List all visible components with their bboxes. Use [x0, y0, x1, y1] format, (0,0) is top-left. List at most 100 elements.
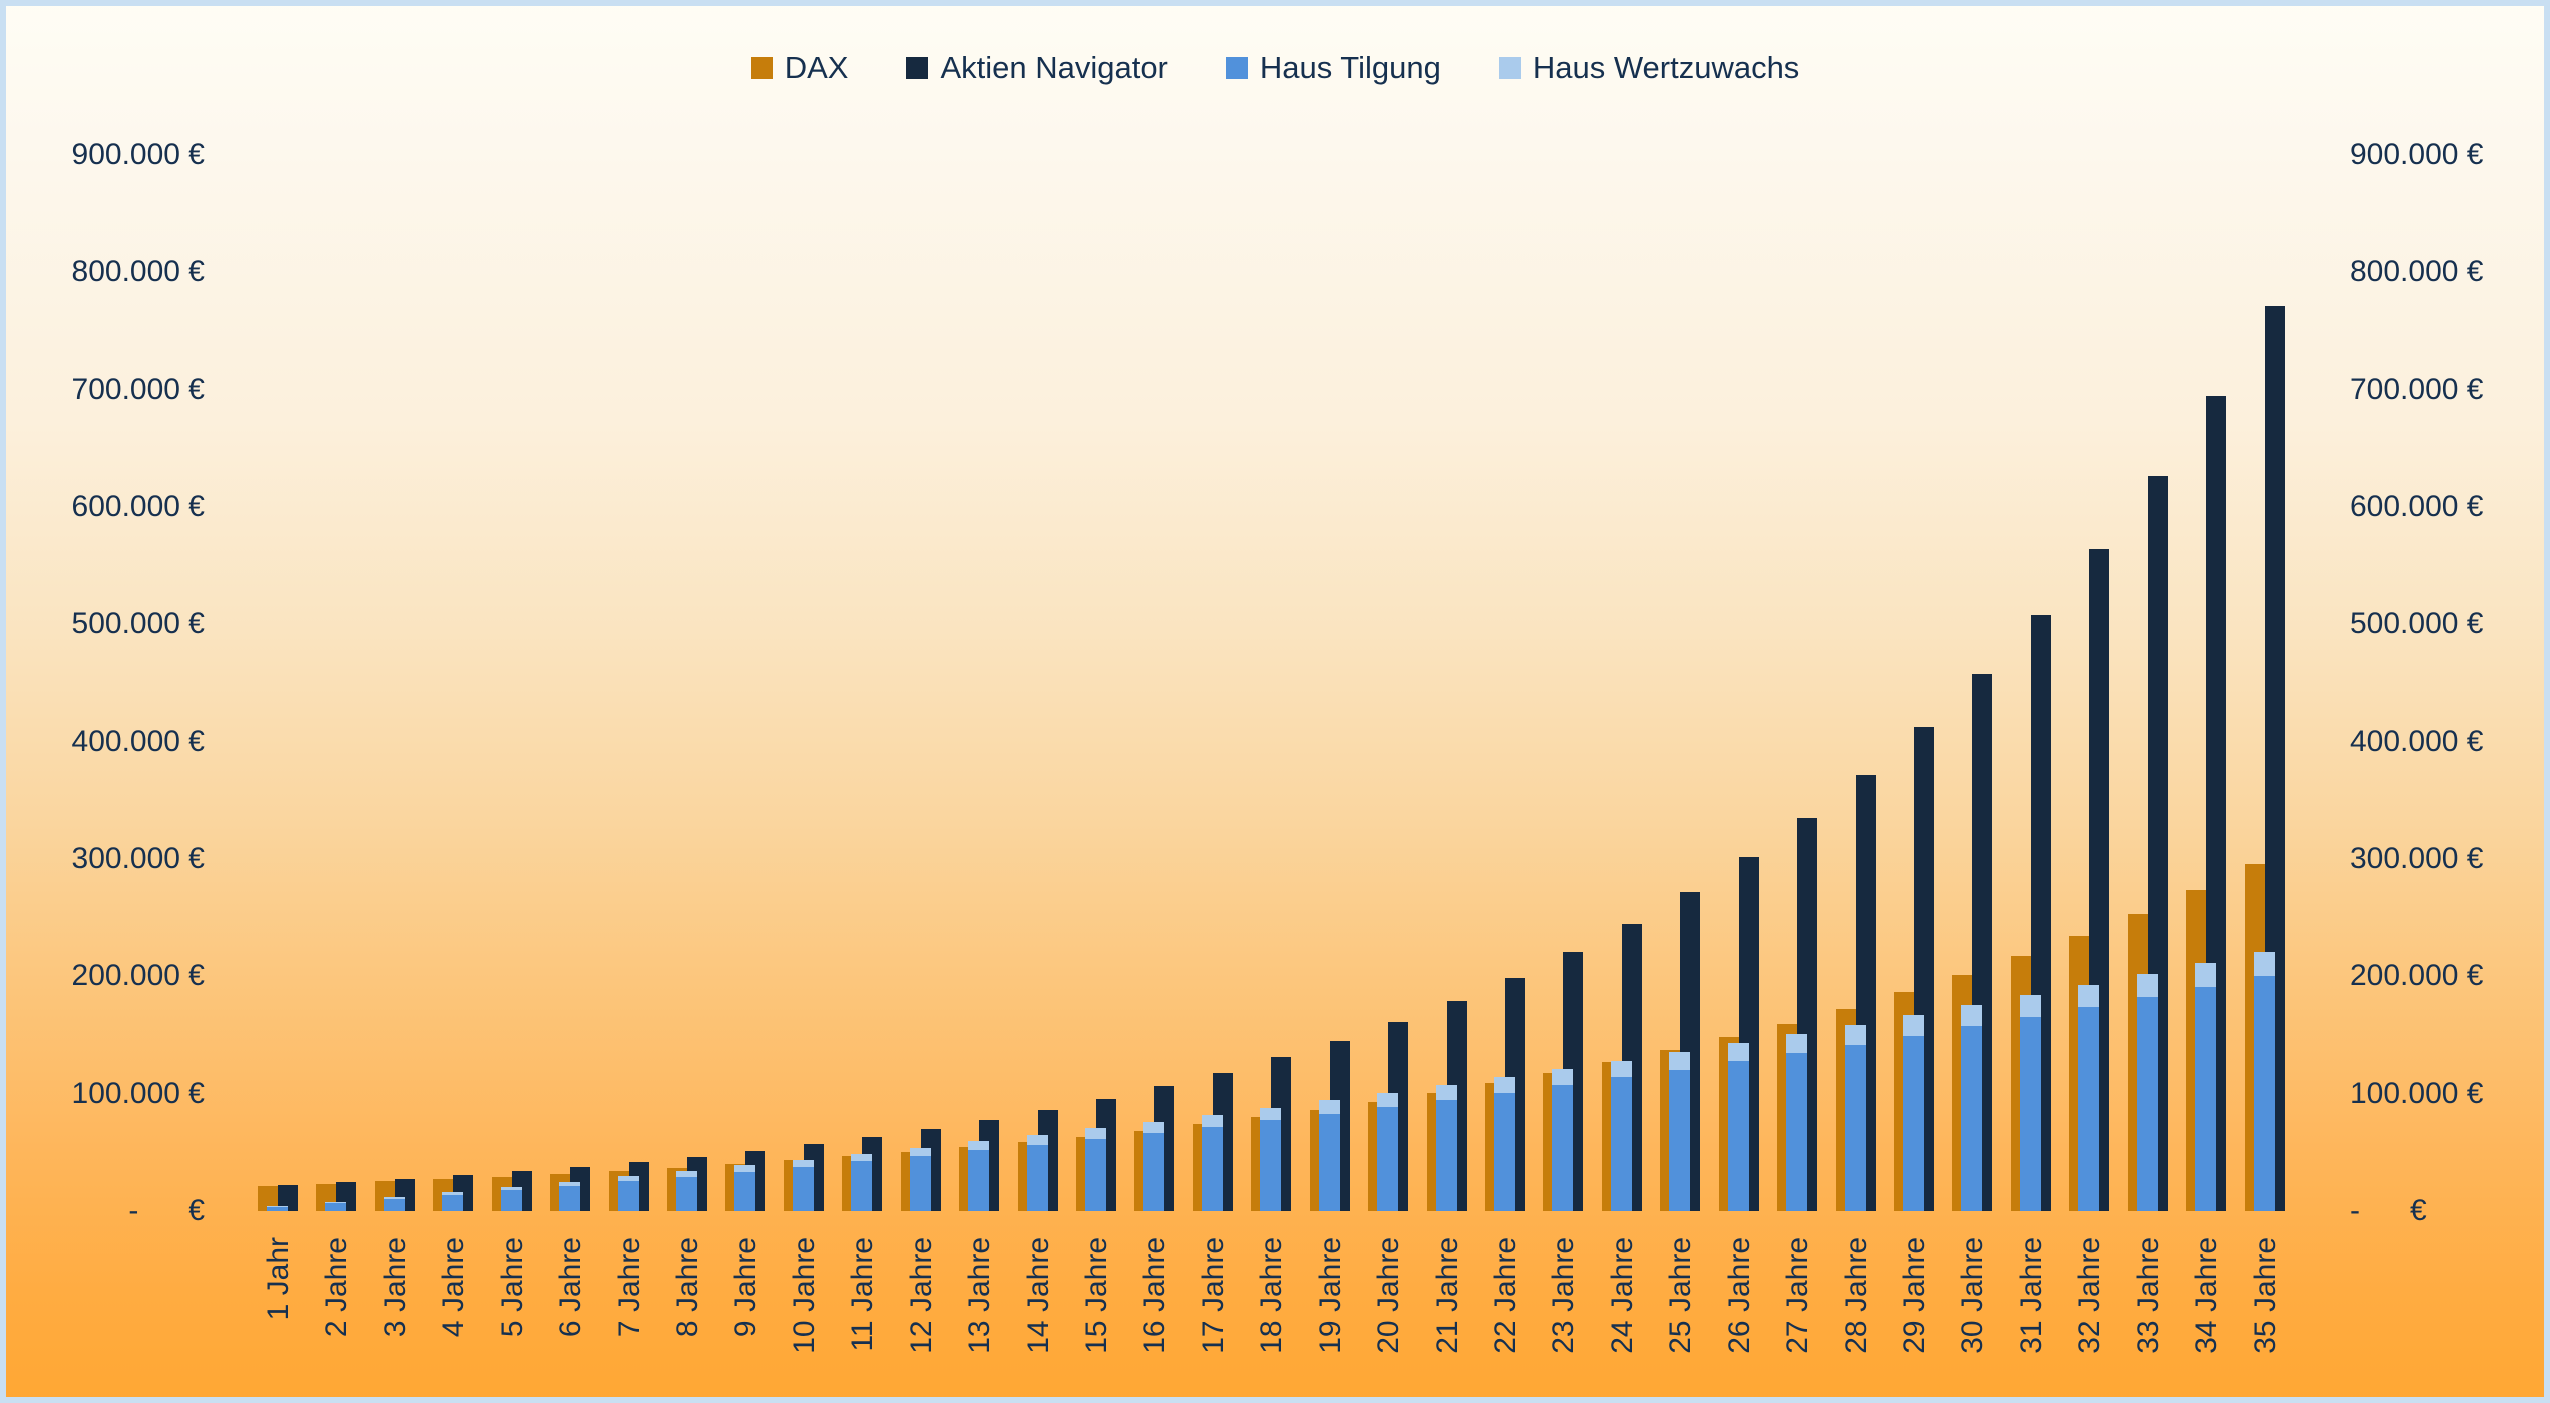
y-tick-right: 800.000 € [2350, 255, 2484, 289]
bar-haus-wertzuwachs [1844, 1024, 1866, 1045]
x-tick-label: 15 Jahre [1080, 1237, 1114, 1354]
x-tick-label: 33 Jahre [2131, 1237, 2165, 1354]
bar-haus-wertzuwachs [2136, 974, 2158, 998]
bar-haus-wertzuwachs [442, 1192, 464, 1195]
bar-haus-wertzuwachs [617, 1176, 639, 1182]
x-tick-label: 8 Jahre [671, 1237, 704, 1338]
y-tick-right: 400.000 € [2350, 724, 2484, 758]
x-tick-label: 17 Jahre [1196, 1237, 1230, 1354]
bar-haus-tilgung [1786, 1053, 1808, 1211]
y-tick-right: 700.000 € [2350, 372, 2484, 406]
bar-haus-wertzuwachs [267, 1206, 288, 1208]
legend-item-haus-tilgung[interactable]: Haus Tilgung [1225, 50, 1441, 86]
bar-haus-wertzuwachs [1727, 1043, 1749, 1062]
bar-haus-wertzuwachs [1377, 1092, 1399, 1107]
y-tick-left: 500.000 € [71, 607, 205, 641]
x-tick-label: 3 Jahre [378, 1237, 412, 1338]
bar-haus-tilgung [1435, 1099, 1457, 1211]
x-tick-label: 32 Jahre [2073, 1237, 2107, 1354]
y-tick-left: 100.000 € [71, 1076, 205, 1110]
bar-haus-tilgung [909, 1155, 931, 1211]
bar-haus-tilgung [1201, 1126, 1223, 1211]
bar-haus-tilgung [1494, 1092, 1516, 1211]
bar-haus-tilgung [1903, 1035, 1925, 1211]
bar-haus-tilgung [617, 1181, 639, 1211]
bar-haus-tilgung [442, 1194, 464, 1211]
x-tick-label: 23 Jahre [1547, 1237, 1581, 1354]
x-tick-label: 28 Jahre [1839, 1237, 1873, 1354]
legend-label: Haus Tilgung [1259, 50, 1441, 85]
y-tick-left: 900.000 € [71, 138, 205, 172]
x-tick-label: 4 Jahre [437, 1237, 471, 1338]
y-tick-right: 600.000 € [2350, 490, 2484, 524]
bar-haus-wertzuwachs [1903, 1015, 1925, 1036]
bar-haus-wertzuwachs [1435, 1085, 1457, 1100]
x-tick-label: 5 Jahre [495, 1237, 529, 1338]
bar-haus-tilgung [734, 1171, 756, 1211]
bar-haus-wertzuwachs [2195, 963, 2217, 988]
x-tick-label: 29 Jahre [1898, 1237, 1932, 1354]
x-tick-label: 11 Jahre [846, 1237, 880, 1352]
x-tick-label: 1 Jahr [262, 1237, 295, 1321]
bar-haus-wertzuwachs [1260, 1107, 1282, 1121]
x-tick-label: 34 Jahre [2190, 1237, 2224, 1354]
x-tick-label: 13 Jahre [963, 1237, 997, 1354]
x-tick-label: 18 Jahre [1255, 1237, 1289, 1354]
bar-haus-wertzuwachs [676, 1170, 697, 1177]
bar-haus-tilgung [559, 1185, 581, 1211]
x-tick-label: 7 Jahre [612, 1237, 646, 1338]
bar-haus-tilgung [1727, 1061, 1749, 1211]
x-tick-label: 26 Jahre [1722, 1237, 1756, 1354]
x-tick-label: 14 Jahre [1021, 1237, 1055, 1354]
bar-haus-tilgung [1085, 1138, 1107, 1211]
x-tick-label: 12 Jahre [904, 1237, 938, 1354]
bar-haus-wertzuwachs [1085, 1128, 1107, 1139]
bar-haus-wertzuwachs [1494, 1077, 1516, 1093]
bar-haus-tilgung [676, 1176, 697, 1211]
bar-haus-tilgung [1669, 1069, 1691, 1211]
x-tick-label: 35 Jahre [2248, 1237, 2282, 1354]
y-tick-left: 700.000 € [71, 372, 205, 406]
bar-haus-tilgung [383, 1199, 405, 1211]
x-tick-label: 31 Jahre [2014, 1237, 2048, 1354]
legend-item-dax[interactable]: DAX [750, 50, 849, 86]
x-tick-label: 10 Jahre [787, 1237, 821, 1354]
x-tick-label: 30 Jahre [1956, 1237, 1990, 1354]
legend-item-aktien-navigator[interactable]: Aktien Navigator [906, 50, 1168, 86]
y-tick-right: 900.000 € [2350, 138, 2484, 172]
bar-haus-tilgung [1844, 1044, 1866, 1211]
legend-item-haus-wertzuwachs[interactable]: Haus Wertzuwachs [1498, 50, 1800, 86]
y-tick-right: - € [2350, 1194, 2427, 1227]
bar-haus-tilgung [1961, 1026, 1983, 1211]
x-tick-label: 21 Jahre [1430, 1237, 1464, 1354]
y-tick-left: 400.000 € [71, 724, 205, 758]
bar-haus-wertzuwachs [500, 1186, 522, 1191]
bar-haus-tilgung [1610, 1077, 1632, 1211]
x-tick-label: 22 Jahre [1489, 1237, 1523, 1354]
bar-haus-wertzuwachs [559, 1181, 581, 1186]
bar-haus-wertzuwachs [325, 1201, 347, 1204]
legend-label: Haus Wertzuwachs [1532, 50, 1800, 85]
bar-haus-tilgung [500, 1190, 522, 1211]
bar-haus-wertzuwachs [2019, 995, 2041, 1018]
x-tick-label: 9 Jahre [729, 1237, 763, 1338]
bar-haus-wertzuwachs [2253, 951, 2275, 977]
y-tick-right: 200.000 € [2350, 959, 2484, 993]
bar-haus-tilgung [2078, 1007, 2100, 1211]
bar-haus-tilgung [1552, 1085, 1574, 1211]
bar-haus-wertzuwachs [909, 1147, 931, 1156]
bar-haus-wertzuwachs [734, 1165, 756, 1172]
legend: DAX Aktien Navigator Haus Tilgung Haus Wert… [0, 50, 2550, 86]
x-tick-label: 27 Jahre [1781, 1237, 1815, 1354]
bar-haus-wertzuwachs [1026, 1134, 1048, 1145]
bar-haus-wertzuwachs [1318, 1100, 1340, 1114]
x-tick-label: 19 Jahre [1313, 1237, 1347, 1354]
legend-label: DAX [784, 50, 849, 85]
x-tick-label: 20 Jahre [1372, 1237, 1406, 1354]
bar-haus-tilgung [1318, 1113, 1340, 1211]
bar-haus-wertzuwachs [2078, 984, 2100, 1008]
x-tick-label: 25 Jahre [1664, 1237, 1698, 1354]
bar-haus-wertzuwachs [1610, 1060, 1632, 1078]
bar-haus-tilgung [1377, 1106, 1399, 1211]
legend-swatch-haus-wertzuwachs [1498, 57, 1521, 79]
